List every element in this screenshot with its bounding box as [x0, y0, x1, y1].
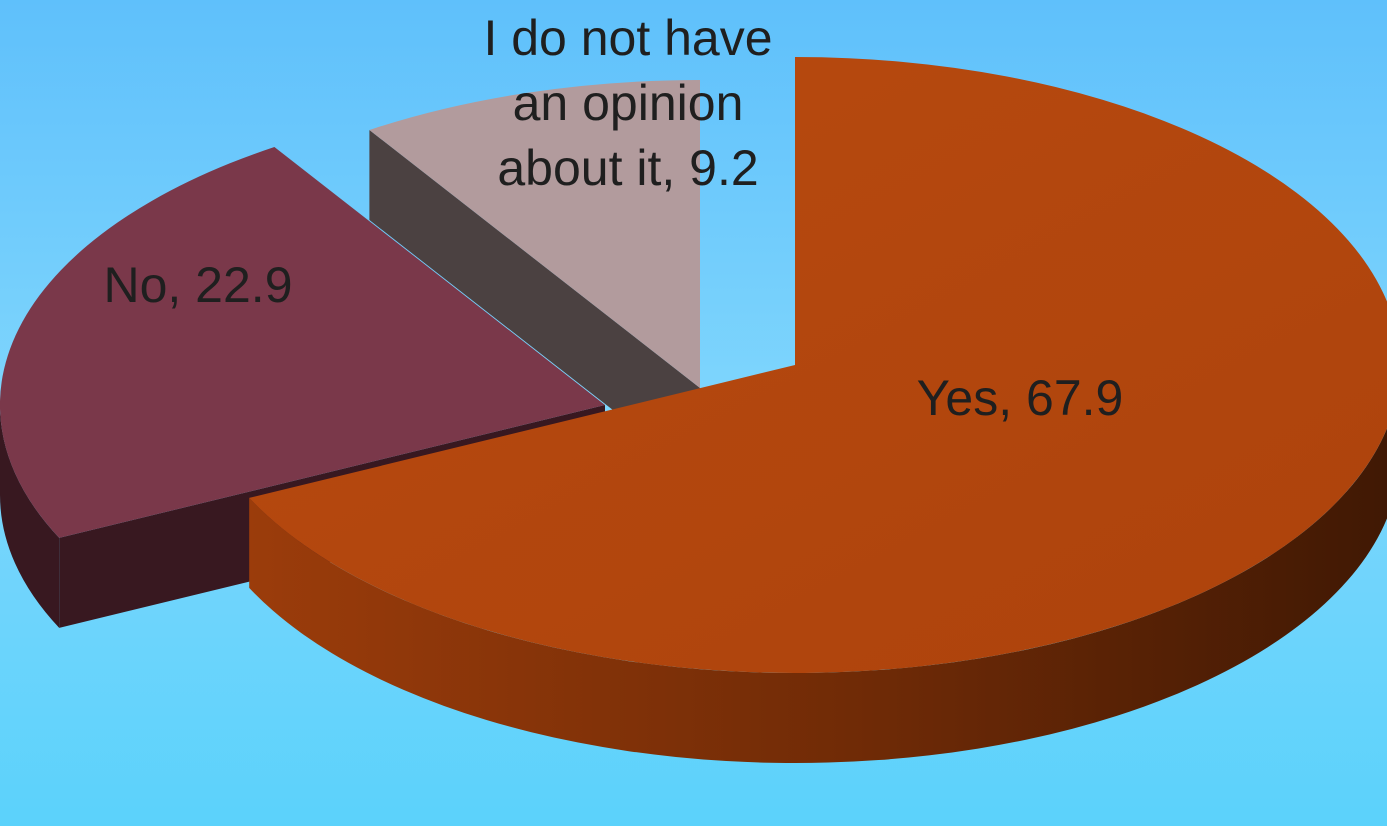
slice-no — [0, 147, 605, 538]
slice-opinion-side — [369, 130, 700, 478]
label-opinion-line: about it, 9.2 — [497, 140, 758, 196]
label-yes: Yes, 67.9 — [917, 370, 1124, 426]
label-opinion-line: an opinion — [513, 75, 744, 131]
label-no-line: No, 22.9 — [103, 257, 292, 313]
label-opinion-line: I do not have — [483, 10, 772, 66]
label-opinion: I do not have an opinion about it, 9.2 — [483, 10, 772, 196]
label-no: No, 22.9 — [103, 257, 292, 313]
slice-yes-outer-side — [249, 428, 1387, 763]
slice-opinion — [369, 79, 700, 388]
slice-yes — [249, 57, 1387, 673]
pie-slices — [0, 57, 1387, 763]
slice-no-outer-side — [0, 405, 60, 628]
label-yes-line: Yes, 67.9 — [917, 370, 1124, 426]
data-labels: Yes, 67.9 No, 22.9 I do not have an opinion… — [103, 10, 1123, 426]
